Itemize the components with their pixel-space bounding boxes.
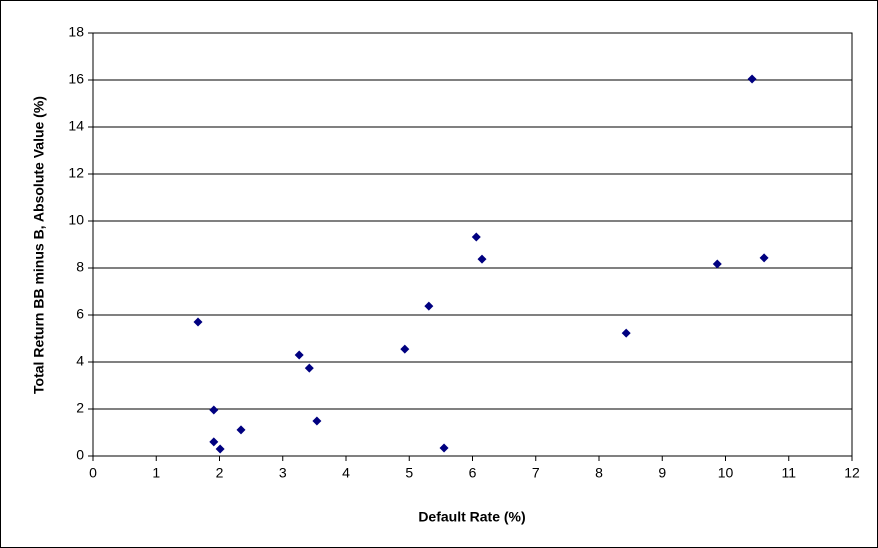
point (209, 437, 219, 447)
y-tick-label: 14 (68, 118, 84, 134)
point (215, 444, 225, 454)
y-tick-label: 10 (68, 212, 84, 228)
point (621, 328, 631, 338)
x-tick-label: 6 (469, 465, 477, 481)
x-tick-label: 10 (718, 465, 734, 481)
point (304, 363, 314, 373)
y-tick-label: 6 (76, 306, 84, 322)
point (712, 259, 722, 269)
y-tick-label: 0 (76, 447, 84, 463)
point (193, 317, 203, 327)
point (747, 74, 757, 84)
point (759, 253, 769, 263)
point (439, 443, 449, 453)
y-axis-label: Total Return BB minus B, Absolute Value … (31, 96, 47, 394)
x-tick-label: 2 (216, 465, 224, 481)
y-tick-label: 12 (68, 165, 84, 181)
point (400, 344, 410, 354)
x-tick-label: 3 (279, 465, 287, 481)
y-tick-label: 18 (68, 24, 84, 40)
x-axis-label: Default Rate (%) (418, 509, 525, 525)
y-tick-label: 2 (76, 400, 84, 416)
y-tick-label: 8 (76, 259, 84, 275)
point (477, 254, 487, 264)
x-tick-label: 7 (532, 465, 540, 481)
point (209, 405, 219, 415)
y-tick-label: 4 (76, 353, 84, 369)
point (294, 350, 304, 360)
y-tick-label: 16 (68, 71, 84, 87)
x-tick-label: 8 (595, 465, 603, 481)
x-tick-label: 9 (658, 465, 666, 481)
x-tick-label: 11 (781, 465, 796, 481)
point (471, 232, 481, 242)
x-tick-label: 0 (89, 465, 97, 481)
x-tick-label: 12 (844, 465, 860, 481)
x-tick-label: 5 (405, 465, 413, 481)
x-tick-label: 4 (342, 465, 350, 481)
point (424, 301, 434, 311)
x-tick-label: 1 (152, 465, 160, 481)
point (236, 425, 246, 435)
plot-area (92, 32, 853, 457)
point (312, 416, 322, 426)
